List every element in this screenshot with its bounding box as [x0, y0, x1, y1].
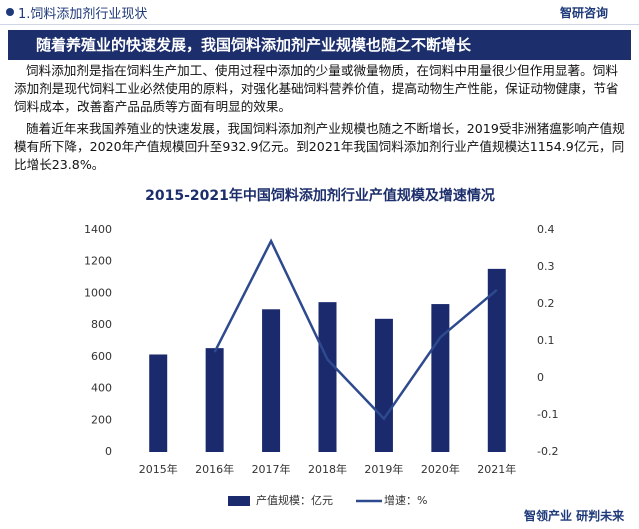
x-tick-label: 2019年	[364, 462, 403, 476]
bar	[374, 318, 393, 452]
bar	[205, 348, 224, 452]
x-tick-label: 2017年	[252, 462, 291, 476]
y2-tick-label: 0.2	[537, 297, 555, 310]
bar	[262, 309, 281, 452]
bar	[149, 354, 168, 452]
line	[213, 238, 498, 421]
bar	[318, 302, 337, 452]
y-tick-label: 1000	[84, 286, 112, 299]
banner: 随着养殖业的快速发展，我国饲料添加剂产业规模也随之不断增长	[8, 30, 631, 60]
bullet	[6, 8, 14, 16]
y-tick-label: 1400	[84, 223, 112, 236]
header-bar	[0, 0, 639, 25]
y2-tick-label: 0.4	[537, 223, 555, 236]
paragraph: 随着近年来我国养殖业的快速发展，我国饲料添加剂产业规模也随之不断增长，2019受…	[14, 121, 625, 172]
y-tick-label: 1200	[84, 255, 112, 268]
legend-swatch	[228, 496, 250, 506]
x-tick-label: 2020年	[421, 462, 460, 476]
y-tick-label: 400	[91, 382, 112, 395]
x-tick-label: 2021年	[477, 462, 516, 476]
y-tick-label: 800	[91, 318, 112, 331]
y-tick-label: 200	[91, 413, 112, 426]
y-tick-label: 600	[91, 350, 112, 363]
x-tick-label: 2016年	[195, 462, 234, 476]
paragraph: 饲料添加剂是指在饲料生产加工、使用过程中添加的少量或微量物质，在饲料中用量很少但…	[14, 63, 619, 114]
x-tick-label: 2018年	[308, 462, 347, 476]
x-tick-label: 2015年	[139, 462, 178, 476]
legend-label: 增速：%	[384, 493, 427, 507]
logo: 智研咨询	[560, 6, 609, 20]
y2-tick-label: 0.3	[537, 260, 555, 273]
legend-label: 产值规模：亿元	[256, 493, 333, 507]
section-title: 1.饲料添加剂行业现状	[18, 7, 148, 22]
y2-tick-label: 0.1	[537, 334, 555, 347]
y2-tick-label: 0	[537, 371, 544, 384]
bar	[431, 304, 450, 452]
chart-title: 2015-2021年中国饲料添加剂行业产值规模及增速情况	[145, 187, 495, 204]
y-tick-label: 0	[105, 445, 112, 458]
footer: 智领产业 研判未来	[524, 509, 625, 523]
y2-tick-label: -0.1	[537, 408, 558, 421]
y2-tick-label: -0.2	[537, 445, 558, 458]
bar	[487, 268, 506, 452]
